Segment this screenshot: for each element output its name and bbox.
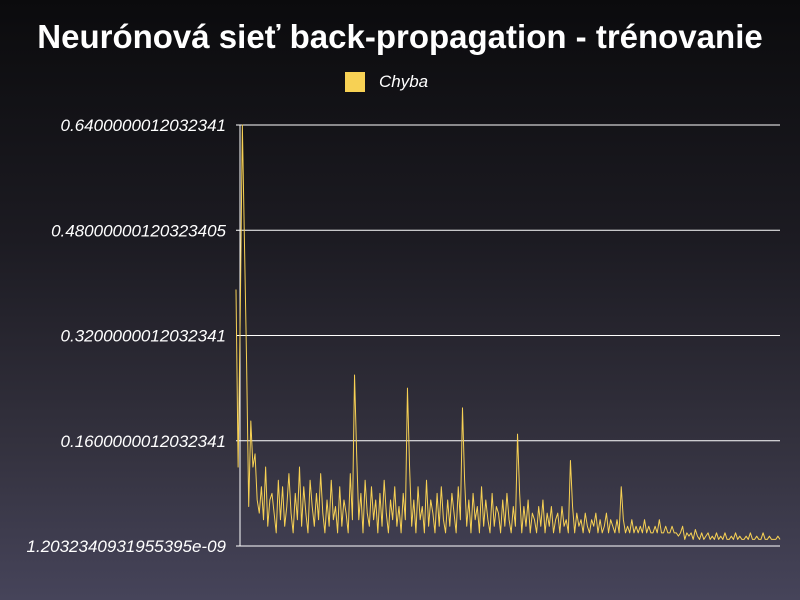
y-tick-label: 0.3200000012032341 — [61, 327, 226, 346]
legend: Chyba — [345, 72, 428, 92]
chart-title: Neurónová sieť back-propagation - trénov… — [37, 18, 763, 55]
series-line-chyba — [235, 124, 781, 540]
legend-label: Chyba — [379, 72, 429, 91]
y-tick-label: 1.2032340931955395e-09 — [27, 537, 227, 556]
y-tick-label: 0.6400000012032341 — [61, 116, 226, 135]
y-tick-label: 0.1600000012032341 — [61, 432, 226, 451]
series-layer — [235, 124, 781, 540]
y-tick-labels: 1.2032340931955395e-09 0.1600000012032341… — [27, 116, 227, 556]
legend-swatch — [345, 72, 365, 92]
grid-layer — [236, 124, 780, 547]
y-tick-label: 0.48000000120323405 — [51, 221, 226, 240]
